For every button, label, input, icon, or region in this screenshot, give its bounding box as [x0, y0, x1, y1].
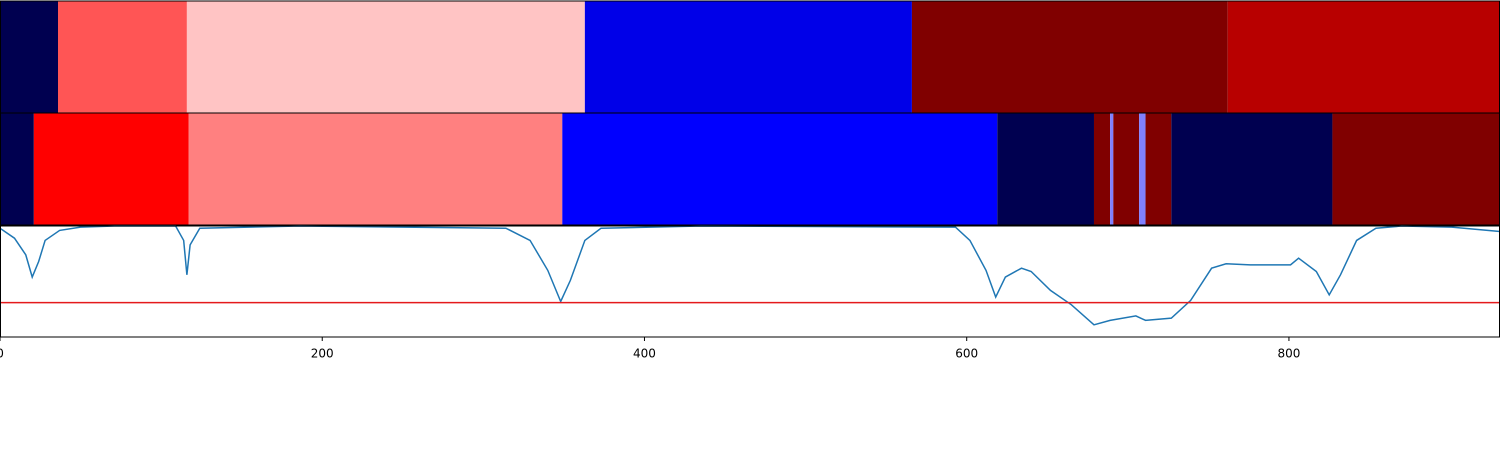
segment: [562, 113, 998, 225]
x-tick-label: 200: [311, 347, 334, 361]
segment: [584, 1, 912, 113]
segment: [1139, 113, 1146, 225]
segment: [1113, 113, 1140, 225]
axes-frame: [0, 225, 1500, 338]
segment: [186, 1, 585, 113]
x-tick-label: 600: [955, 347, 978, 361]
segment: [911, 1, 1228, 113]
x-tick-label: 0: [0, 347, 4, 361]
segment: [0, 113, 34, 225]
segment: [1110, 113, 1114, 225]
segment: [1093, 113, 1111, 225]
segment: [1227, 1, 1500, 113]
x-tick-label: 800: [1277, 347, 1300, 361]
segment: [188, 113, 563, 225]
x-tick-label: 400: [633, 347, 656, 361]
segment: [33, 113, 189, 225]
segment: [1332, 113, 1500, 225]
segment: [1145, 113, 1172, 225]
line: [0, 225, 1500, 326]
segment: [997, 113, 1094, 225]
segment: [0, 1, 59, 113]
segment: [1171, 113, 1333, 225]
segment: [58, 1, 187, 113]
